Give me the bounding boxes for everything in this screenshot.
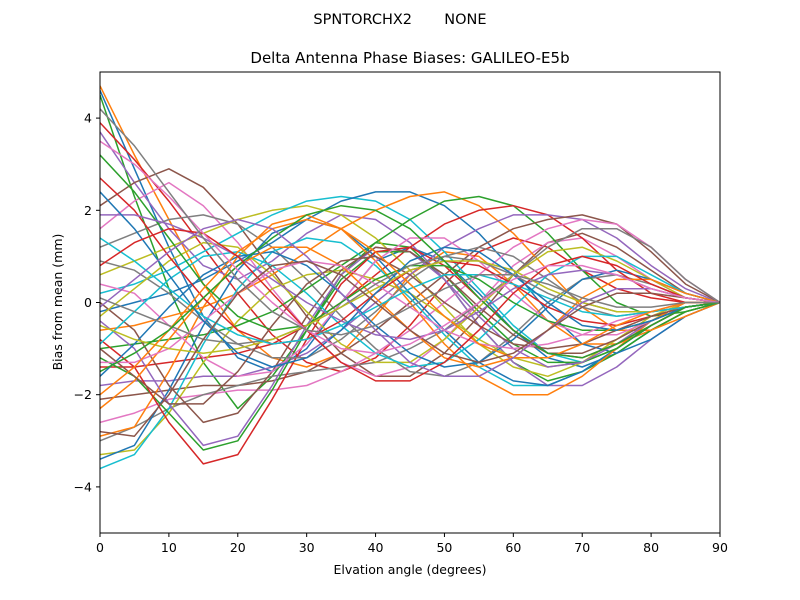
y-axis-label: Bias from mean (mm) xyxy=(50,234,65,371)
x-tick-label: 10 xyxy=(161,540,177,555)
series-line-13 xyxy=(100,195,720,350)
x-tick-label: 0 xyxy=(96,540,104,555)
figure-suptitle: SPNTORCHX2 NONE xyxy=(313,12,486,28)
x-tick-label: 80 xyxy=(643,540,659,555)
series-line-27 xyxy=(100,237,720,378)
series-line-41 xyxy=(100,191,720,368)
y-axis: −4 −2 0 2 4 xyxy=(74,111,100,494)
series-line-46 xyxy=(100,260,720,437)
series-line-6 xyxy=(100,168,720,378)
x-tick-label: 60 xyxy=(505,540,521,555)
series-line-47 xyxy=(100,140,720,354)
series-line-11 xyxy=(100,191,720,354)
x-tick-label: 30 xyxy=(299,540,315,555)
y-tick-label: 2 xyxy=(84,203,92,218)
series-line-5 xyxy=(100,131,720,387)
series-line-30 xyxy=(100,251,720,368)
series-line-42 xyxy=(100,218,720,396)
series-line-26 xyxy=(100,246,720,424)
x-tick-label: 70 xyxy=(574,540,590,555)
x-tick-label: 50 xyxy=(436,540,452,555)
series-line-39 xyxy=(100,260,720,354)
series-line-45 xyxy=(100,218,720,378)
x-tick-label: 40 xyxy=(368,540,384,555)
x-axis-label: Elvation angle (degrees) xyxy=(333,562,486,577)
x-tick-label: 90 xyxy=(712,540,728,555)
x-axis: 0 10 20 30 40 50 60 70 80 90 xyxy=(96,533,728,555)
chart-title: Delta Antenna Phase Biases: GALILEO-E5b xyxy=(250,49,569,67)
y-tick-label: −4 xyxy=(74,479,92,494)
series-layer xyxy=(100,85,720,470)
y-tick-label: 4 xyxy=(84,111,92,126)
series-line-18 xyxy=(100,227,720,442)
series-line-40 xyxy=(100,237,720,345)
series-line-48 xyxy=(100,108,720,336)
series-line-43 xyxy=(100,204,720,373)
y-tick-label: 0 xyxy=(84,295,92,310)
x-tick-label: 20 xyxy=(230,540,246,555)
series-line-31 xyxy=(100,251,720,377)
y-tick-label: −2 xyxy=(74,387,92,402)
